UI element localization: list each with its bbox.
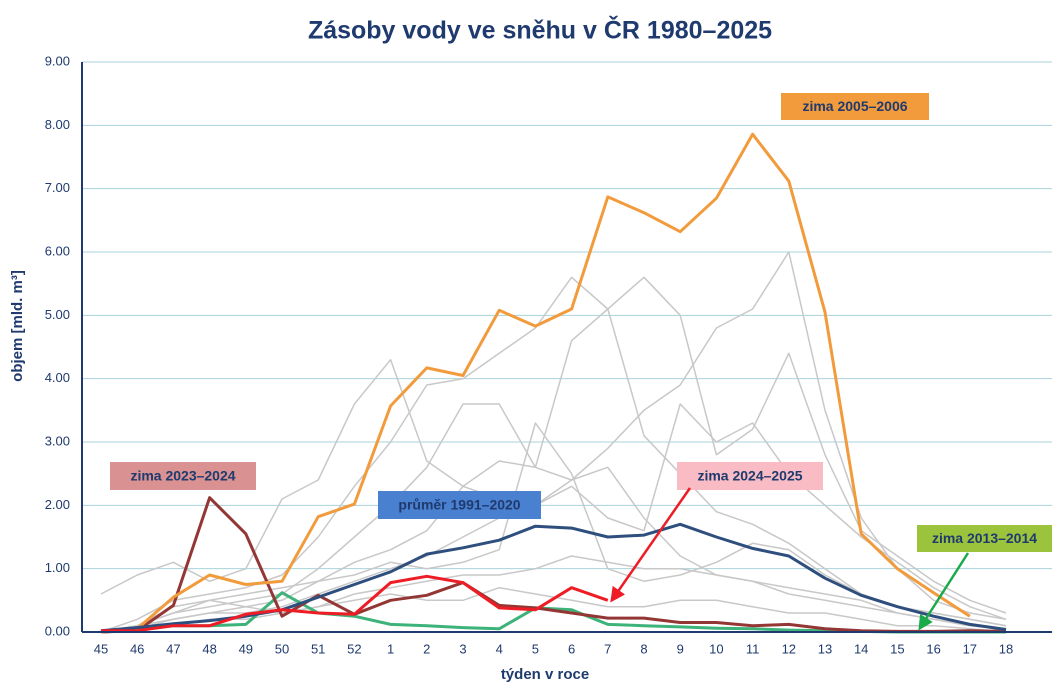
series-line: [100, 276, 1007, 633]
x-tick-label: 8: [640, 641, 647, 656]
annotation-box: [677, 462, 823, 490]
annotation-box: [917, 525, 1052, 552]
annotation-label: zima 2024–2025: [697, 468, 802, 484]
x-tick-label: 6: [568, 641, 575, 656]
y-tick-label: 3.00: [45, 433, 70, 448]
x-tick-label: 10: [709, 641, 723, 656]
x-tick-label: 13: [818, 641, 832, 656]
series-line: [100, 522, 1007, 633]
x-tick-label: 48: [202, 641, 216, 656]
annotation-box: [781, 93, 929, 120]
x-tick-label: 7: [604, 641, 611, 656]
x-tick-label: 15: [890, 641, 904, 656]
y-tick-label: 9.00: [45, 53, 70, 68]
x-tick-label: 50: [275, 641, 289, 656]
annotation-label: zima 2013–2014: [932, 530, 1037, 546]
y-tick-label: 2.00: [45, 497, 70, 512]
x-tick-label: 11: [746, 641, 760, 656]
annotation-box: [110, 462, 256, 490]
x-tick-label: 14: [854, 641, 868, 656]
lines: [100, 132, 1007, 634]
x-tick-label: 16: [926, 641, 940, 656]
annotation-label: průměr 1991–2020: [398, 497, 520, 513]
series-line: [100, 132, 971, 634]
y-axis-label: objem [mld. m³]: [9, 270, 26, 382]
x-tick-label: 49: [239, 641, 253, 656]
arrow: [918, 552, 970, 631]
y-tick-label: 6.00: [45, 243, 70, 258]
x-tick-label: 47: [166, 641, 180, 656]
y-tick-label: 5.00: [45, 307, 70, 322]
x-tick-label: 4: [496, 641, 503, 656]
x-tick-label: 2: [423, 641, 430, 656]
chart-title: Zásoby vody ve sněhu v ČR 1980–2025: [308, 15, 772, 45]
series-line: [100, 403, 1007, 633]
x-tick-label: 1: [387, 641, 394, 656]
x-tick-label: 3: [459, 641, 466, 656]
y-tick-label: 8.00: [45, 117, 70, 132]
x-tick-label: 45: [94, 641, 108, 656]
grid: 0.00 1.00 2.00 3.00 4.00 5.00 6.00 7.00 8.00 9.00…: [45, 53, 1052, 656]
annotation-label: zima 2005–2006: [802, 98, 907, 114]
y-tick-label: 1.00: [45, 560, 70, 575]
x-tick-label: 17: [963, 641, 977, 656]
series-line: [101, 574, 609, 633]
y-tick-label: 7.00: [45, 180, 70, 195]
annotation-box: [378, 491, 541, 519]
series-line: [100, 276, 1007, 633]
x-tick-label: 51: [311, 641, 325, 656]
x-tick-label: 18: [999, 641, 1013, 656]
x-axis-label: týden v roce: [501, 666, 589, 683]
annotation-label: zima 2023–2024: [130, 468, 235, 484]
series-line: [100, 496, 1007, 634]
x-tick-label: 12: [782, 641, 796, 656]
x-tick-label: 9: [677, 641, 684, 656]
arrow: [610, 487, 692, 603]
x-tick-label: 52: [347, 641, 361, 656]
y-tick-label: 0.00: [45, 623, 70, 638]
series-line: [100, 358, 1007, 630]
annotations: zima 2013–2014 zima 2023–2024 zima 2005–20…: [110, 93, 1052, 552]
x-tick-label: 46: [130, 641, 144, 656]
x-tick-label: 5: [532, 641, 539, 656]
y-tick-label: 4.00: [45, 370, 70, 385]
